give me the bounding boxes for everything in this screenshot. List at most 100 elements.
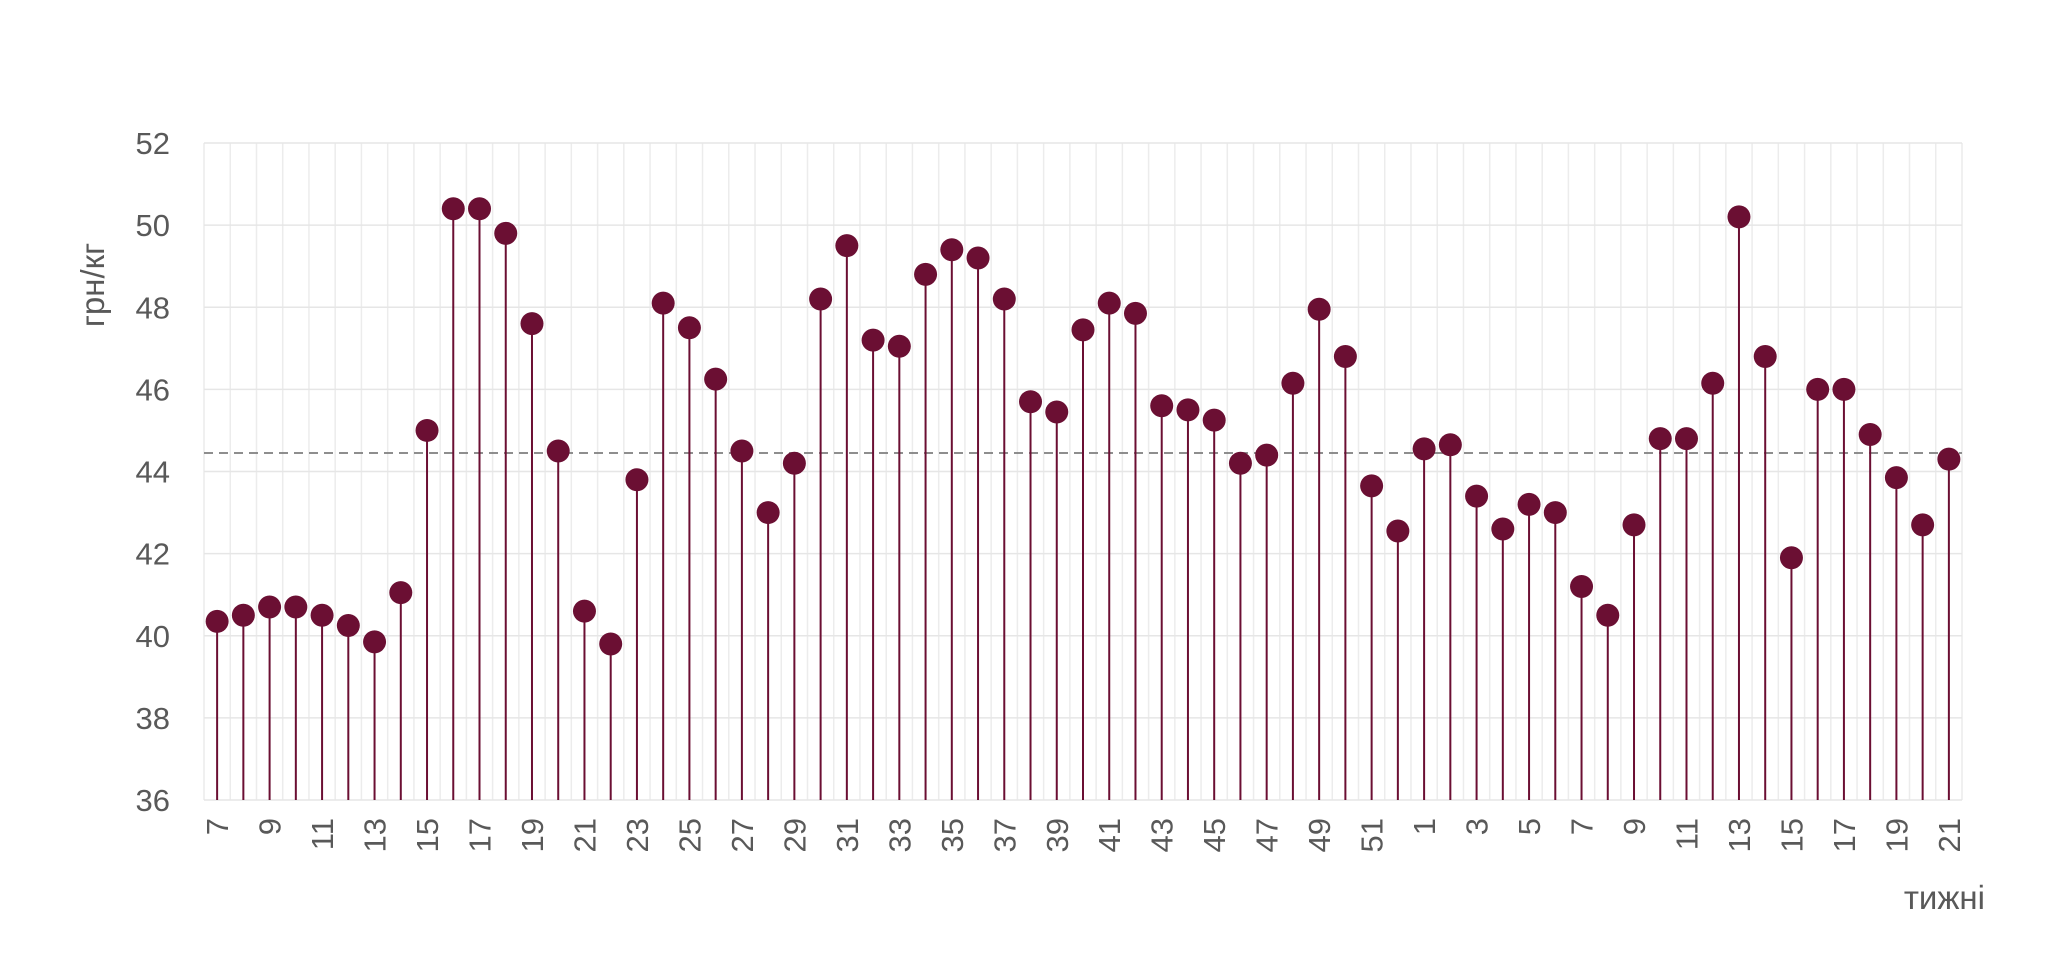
- lollipop-dot: [310, 603, 334, 627]
- y-tick-label: 46: [136, 372, 170, 407]
- lollipop-dot: [1412, 437, 1436, 461]
- lollipop-dot: [1543, 501, 1567, 525]
- y-tick-label: 44: [136, 455, 170, 490]
- x-tick-label: 13: [358, 818, 393, 852]
- lollipop-dot: [1570, 574, 1594, 598]
- y-tick-label: 40: [136, 619, 170, 654]
- lollipop-dot: [835, 234, 859, 258]
- y-axis-tick-labels: 36 38 40 42 44 46 48 50 52: [136, 126, 170, 818]
- lollipop-dot: [782, 451, 806, 475]
- y-tick-label: 48: [136, 290, 170, 325]
- x-tick-label: 9: [253, 818, 288, 835]
- lollipop-dot: [1858, 423, 1882, 447]
- x-tick-label: 47: [1250, 818, 1285, 852]
- lollipop-dot: [1097, 291, 1121, 315]
- lollipop-dot: [1333, 345, 1357, 369]
- x-tick-label: 19: [515, 818, 550, 852]
- lollipop-dot: [1648, 427, 1672, 451]
- lollipop-dot: [1727, 205, 1751, 229]
- x-tick-label: 45: [1197, 818, 1232, 852]
- x-tick-label: 19: [1879, 818, 1914, 852]
- lollipop-dot: [546, 439, 570, 463]
- lollipop-dot: [231, 603, 255, 627]
- x-tick-label: 41: [1092, 818, 1127, 852]
- lollipop-dot: [1491, 517, 1515, 541]
- lollipop-dot: [572, 599, 596, 623]
- lollipop-dot: [1307, 297, 1331, 321]
- lollipop-dot: [1753, 345, 1777, 369]
- lollipop-dot: [914, 262, 938, 286]
- y-axis-title: грн/кг: [74, 243, 111, 327]
- y-tick-label: 42: [136, 537, 170, 572]
- x-tick-label: 43: [1145, 818, 1180, 852]
- x-tick-label: 39: [1040, 818, 1075, 852]
- lollipop-dot: [441, 197, 465, 221]
- lollipop-dot: [651, 291, 675, 315]
- x-tick-label: 33: [882, 818, 917, 852]
- x-tick-label: 9: [1617, 818, 1652, 835]
- lollipop-dot: [520, 312, 544, 336]
- x-tick-label: 49: [1302, 818, 1337, 852]
- lollipop-dot: [756, 501, 780, 525]
- x-tick-label: 15: [1774, 818, 1809, 852]
- x-tick-label: 21: [567, 818, 602, 852]
- lollipop-dot: [494, 221, 518, 245]
- lollipop-dot: [599, 632, 623, 656]
- x-axis-title: тижні: [1904, 879, 1985, 916]
- y-tick-label: 50: [136, 208, 170, 243]
- lollipop-dot: [363, 630, 387, 654]
- lollipop-dot: [1202, 408, 1226, 432]
- lollipop-dot: [1701, 371, 1725, 395]
- lollipop-dot: [389, 581, 413, 605]
- x-tick-label: 11: [305, 818, 340, 850]
- x-tick-label: 7: [200, 818, 235, 835]
- lollipop-dot: [1832, 377, 1856, 401]
- y-tick-label: 52: [136, 126, 170, 161]
- lollipop-dot: [1150, 394, 1174, 418]
- lollipop-dot: [1596, 603, 1620, 627]
- lollipop-dots: [205, 197, 1961, 656]
- lollipop-dot: [468, 197, 492, 221]
- lollipop-dot: [704, 367, 728, 391]
- lollipop-dot: [1281, 371, 1305, 395]
- lollipop-dot: [1622, 513, 1646, 537]
- lollipop-dot: [1517, 492, 1541, 516]
- x-tick-label: 15: [410, 818, 445, 852]
- lollipop-dot: [1176, 398, 1200, 422]
- x-tick-label: 11: [1669, 818, 1704, 850]
- lollipop-dot: [1386, 519, 1410, 543]
- lollipop-dot: [415, 418, 439, 442]
- x-tick-label: 23: [620, 818, 655, 852]
- lollipop-dot: [730, 439, 754, 463]
- lollipop-dot: [1019, 390, 1043, 414]
- lollipop-dot: [861, 328, 885, 352]
- lollipop-dot: [1884, 466, 1908, 490]
- x-tick-label: 27: [725, 818, 760, 852]
- x-tick-label: 21: [1932, 818, 1967, 852]
- lollipop-dot: [887, 334, 911, 358]
- lollipop-dot: [940, 238, 964, 262]
- x-tick-label: 17: [463, 818, 498, 852]
- lollipop-dot: [992, 287, 1016, 311]
- lollipop-dot: [1438, 433, 1462, 457]
- lollipop-dot: [1228, 451, 1252, 475]
- lollipop-dot: [1937, 447, 1961, 471]
- lollipop-dot: [1071, 318, 1095, 342]
- lollipop-dot: [1911, 513, 1935, 537]
- x-tick-label: 3: [1460, 818, 1495, 835]
- x-tick-label: 35: [935, 818, 970, 852]
- lollipop-dot: [677, 316, 701, 340]
- x-tick-label: 51: [1355, 818, 1390, 852]
- x-tick-label: 7: [1565, 818, 1600, 835]
- x-tick-label: 29: [777, 818, 812, 852]
- x-tick-label: 1: [1407, 818, 1442, 835]
- x-tick-label: 25: [672, 818, 707, 852]
- lollipop-dot: [1806, 377, 1830, 401]
- lollipop-dot: [258, 595, 282, 619]
- x-tick-label: 17: [1827, 818, 1862, 852]
- x-tick-label: 31: [830, 818, 865, 852]
- y-tick-label: 36: [136, 783, 170, 818]
- lollipop-dot: [284, 595, 308, 619]
- lollipop-dot: [966, 246, 990, 270]
